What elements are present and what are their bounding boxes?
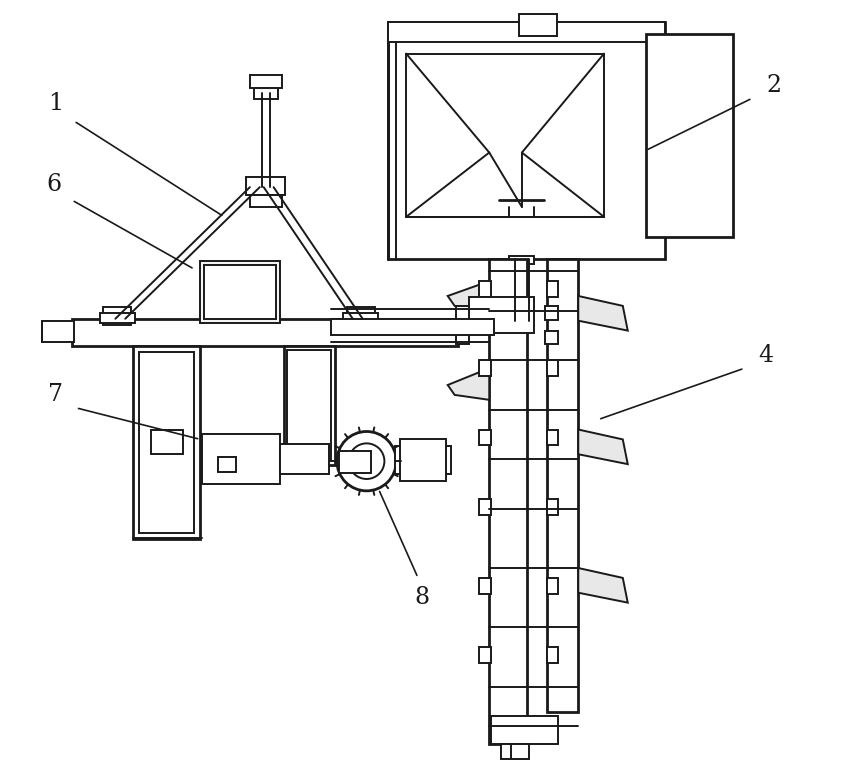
Bar — [395, 446, 450, 474]
Bar — [479, 281, 491, 297]
Bar — [72, 318, 457, 346]
Bar — [104, 307, 131, 325]
Bar — [400, 439, 445, 481]
Bar — [200, 261, 280, 323]
Bar — [253, 86, 278, 99]
Text: 8: 8 — [414, 586, 429, 609]
Bar — [546, 259, 578, 712]
Bar — [479, 429, 491, 446]
Bar — [476, 301, 530, 328]
Text: 2: 2 — [766, 74, 781, 97]
Polygon shape — [578, 296, 628, 331]
Bar — [139, 352, 195, 534]
Bar — [246, 177, 285, 195]
Bar — [331, 318, 494, 335]
Bar — [509, 257, 534, 264]
Bar — [347, 307, 375, 325]
Bar — [218, 457, 236, 472]
Bar — [646, 34, 733, 237]
Bar — [280, 444, 329, 474]
Bar — [479, 647, 491, 663]
Bar — [546, 578, 558, 594]
Bar — [99, 313, 135, 323]
Circle shape — [349, 443, 385, 479]
Bar — [388, 22, 665, 259]
Text: 4: 4 — [759, 344, 774, 367]
Bar — [501, 744, 529, 759]
Bar — [202, 435, 280, 484]
Polygon shape — [448, 281, 489, 311]
Bar — [284, 346, 335, 465]
Bar — [546, 281, 558, 297]
Bar — [546, 499, 558, 514]
Bar — [338, 451, 370, 473]
Bar — [489, 259, 527, 744]
Bar — [250, 76, 281, 88]
Circle shape — [337, 432, 397, 491]
Bar — [479, 360, 491, 376]
Bar — [406, 54, 604, 217]
Bar — [470, 297, 534, 332]
Bar — [287, 350, 331, 461]
Bar — [546, 429, 558, 446]
Bar — [388, 22, 665, 42]
Bar — [456, 331, 470, 345]
Bar — [133, 346, 200, 540]
Bar — [546, 360, 558, 376]
Bar — [479, 499, 491, 514]
Bar — [42, 321, 74, 342]
Bar — [519, 14, 557, 35]
Bar — [151, 429, 183, 454]
Bar — [456, 306, 470, 320]
Bar — [479, 578, 491, 594]
Polygon shape — [578, 568, 628, 603]
Bar — [205, 265, 275, 318]
Bar — [250, 195, 281, 207]
Bar — [491, 716, 558, 744]
Polygon shape — [578, 429, 628, 464]
Bar — [343, 313, 378, 323]
Text: 6: 6 — [46, 173, 61, 196]
Polygon shape — [448, 369, 489, 400]
Bar — [546, 647, 558, 663]
Text: 7: 7 — [49, 383, 63, 406]
Text: 1: 1 — [49, 92, 63, 115]
Bar — [545, 306, 558, 320]
Bar — [545, 331, 558, 345]
